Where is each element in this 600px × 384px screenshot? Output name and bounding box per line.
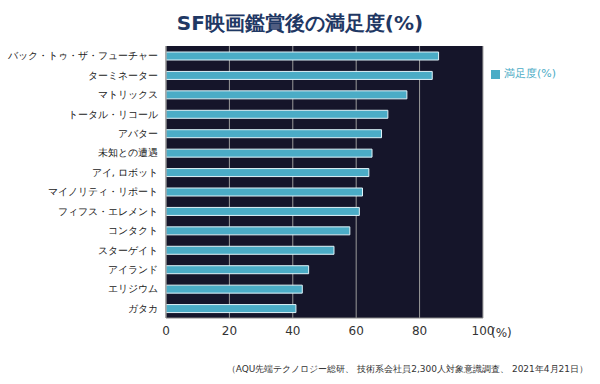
svg-text:マトリックス: マトリックス [98,89,158,100]
svg-text:40: 40 [285,324,300,338]
svg-text:マイノリティ・リポート: マイノリティ・リポート [48,186,158,197]
svg-text:アバター: アバター [118,128,158,139]
html-text:（AQU先端テクノロジー総研、 技術系会社員2,300人対象: （AQU先端テクノロジー総研、 技術系会社員2,300人対象意識調査、 2021… [226,364,588,374]
svg-text:バック・トゥ・ザ・フューチャー: バック・トゥ・ザ・フューチャー [7,50,158,61]
svg-text:60: 60 [349,324,364,338]
svg-text:フィフス・エレメント: フィフス・エレメント [58,206,158,217]
svg-text:ガタカ: ガタカ [128,303,158,314]
svg-text:コンタクト: コンタクト [108,225,158,236]
svg-text:未知との遭遇: 未知との遭遇 [98,147,158,158]
svg-text:0: 0 [162,324,170,338]
svg-text:アイ, ロボット: アイ, ロボット [92,167,158,178]
svg-text:20: 20 [222,324,237,338]
svg-text:80: 80 [412,324,427,338]
svg-text:(%): (%) [491,326,512,340]
svg-text:アイランド: アイランド [108,264,158,275]
html-text:満足度(%): 満足度(%) [504,67,556,80]
svg-text:ターミネーター: ターミネーター [88,70,158,81]
svg-text:100: 100 [471,323,495,338]
svg-text:スターゲイト: スターゲイト [98,245,158,256]
svg-text:トータル・リコール: トータル・リコール [68,109,158,120]
svg-text:エリジウム: エリジウム [108,283,158,294]
html-text:SF映画鑑賞後の満足度(%): SF映画鑑賞後の満足度(%) [176,11,424,35]
